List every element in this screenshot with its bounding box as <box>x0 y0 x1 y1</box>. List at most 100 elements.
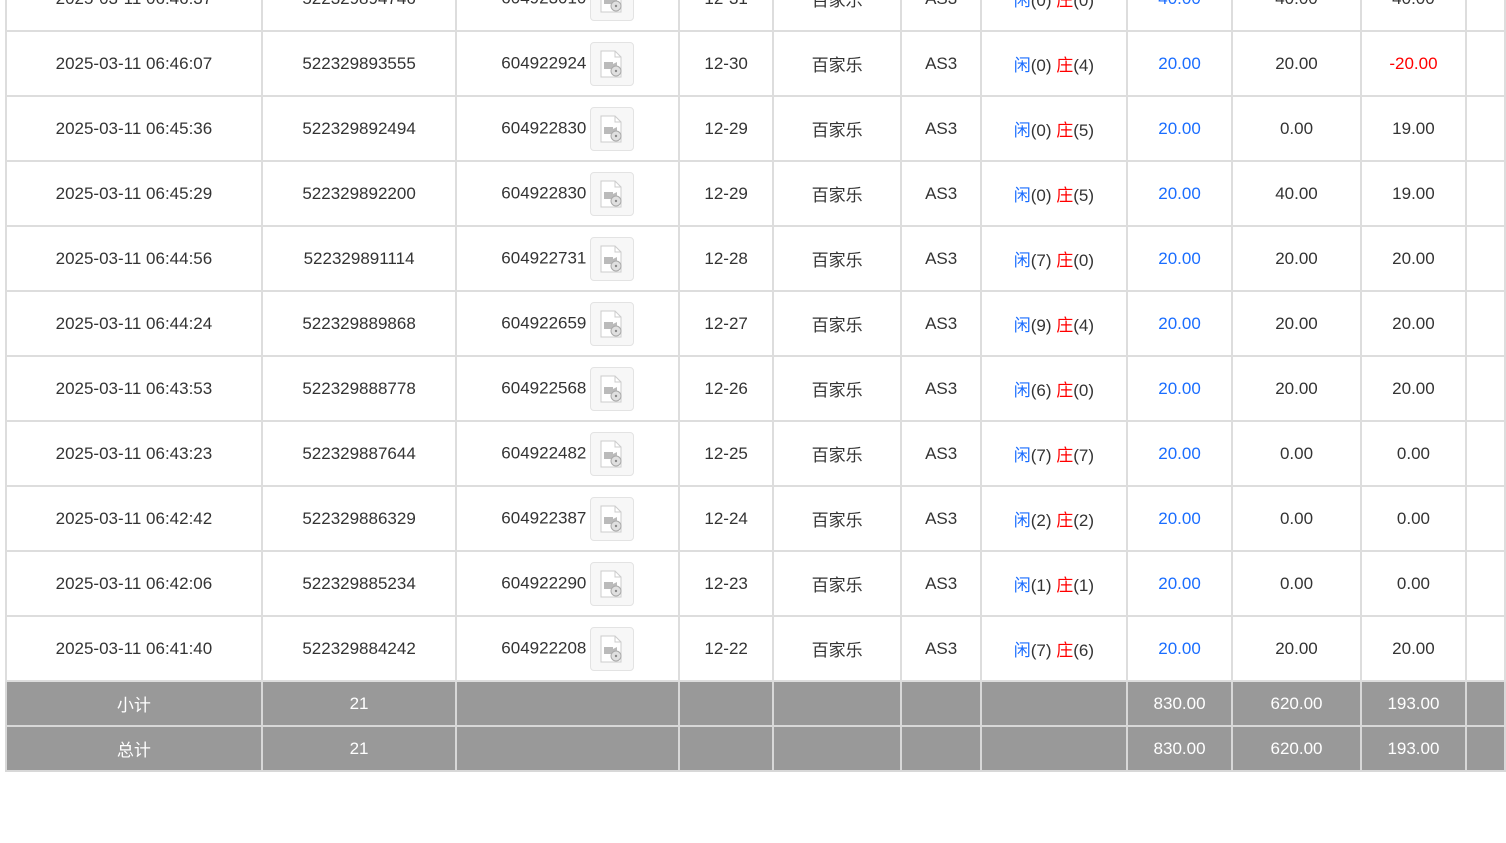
banker-points: (5) <box>1073 121 1095 140</box>
bet-time: 2025-03-11 06:43:53 <box>5 355 263 422</box>
bet-amount: 20.00 <box>1125 355 1234 422</box>
extra-cell <box>1465 355 1506 422</box>
table-row: 2025-03-11 06:46:37522329894746 604923010… <box>5 0 1506 32</box>
win-loss: 0.00 <box>1359 550 1468 617</box>
video-replay-icon[interactable] <box>590 561 635 606</box>
valid-bet: 20.00 <box>1231 225 1362 292</box>
player-points: (9) <box>1030 316 1052 335</box>
summary-label: 小计 <box>5 680 263 727</box>
valid-bet: 0.00 <box>1231 95 1362 162</box>
banker-points: (4) <box>1073 316 1095 335</box>
round-number: 604922924 <box>501 52 587 72</box>
table-shoe: 12-31 <box>678 0 774 32</box>
round-cell: 604922482 <box>455 420 681 487</box>
result-cell: 闲(6) 庄(0) <box>979 355 1128 422</box>
round-cell: 604922659 <box>455 290 681 357</box>
banker-label: 庄 <box>1056 316 1074 335</box>
result-cell: 闲(7) 庄(6) <box>979 615 1128 682</box>
video-replay-icon[interactable] <box>590 0 635 21</box>
round-number: 604922830 <box>501 117 587 137</box>
summary-bet: 830.00 <box>1125 680 1234 727</box>
player-points: (7) <box>1030 446 1052 465</box>
order-number: 522329888778 <box>260 355 458 422</box>
round-number: 604922208 <box>501 637 587 657</box>
extra-cell <box>1465 95 1506 162</box>
order-number: 522329892200 <box>260 160 458 227</box>
video-replay-icon[interactable] <box>590 41 635 86</box>
bet-amount: 40.00 <box>1125 0 1234 32</box>
bet-amount: 20.00 <box>1125 615 1234 682</box>
player-label: 闲 <box>1013 186 1031 205</box>
round-cell: 604922387 <box>455 485 681 552</box>
extra-cell <box>1465 160 1506 227</box>
video-replay-icon[interactable] <box>590 171 635 216</box>
table-row: 2025-03-11 06:44:24 522329889868 604922659… <box>5 290 1506 357</box>
extra-cell <box>1465 550 1506 617</box>
table-shoe: 12-29 <box>678 95 774 162</box>
video-replay-icon[interactable] <box>590 496 635 541</box>
order-number: 522329894746 <box>260 0 458 32</box>
summary-valid: 620.00 <box>1231 680 1362 727</box>
game-name: 百家乐 <box>771 355 903 422</box>
table-shoe: 12-22 <box>678 615 774 682</box>
valid-bet: 20.00 <box>1231 290 1362 357</box>
banker-label: 庄 <box>1056 576 1074 595</box>
win-loss: 40.00 <box>1359 0 1468 32</box>
video-replay-icon[interactable] <box>590 431 635 476</box>
table-shoe: 12-29 <box>678 160 774 227</box>
player-label: 闲 <box>1013 576 1031 595</box>
player-points: (7) <box>1030 251 1052 270</box>
bet-amount: 20.00 <box>1125 550 1234 617</box>
table-row: 2025-03-11 06:45:36 522329892494 604922830… <box>5 95 1506 162</box>
result-cell: 闲(2) 庄(2) <box>979 485 1128 552</box>
video-replay-icon[interactable] <box>590 366 635 411</box>
table-row: 2025-03-11 06:45:29 522329892200 604922830… <box>5 160 1506 227</box>
empty-cell <box>900 725 982 772</box>
video-replay-icon[interactable] <box>590 301 635 346</box>
bet-time: 2025-03-11 06:42:06 <box>5 550 263 617</box>
table-shoe: 12-27 <box>678 290 774 357</box>
banker-points: (6) <box>1073 641 1095 660</box>
banker-label: 庄 <box>1056 511 1074 530</box>
valid-bet: 40.00 <box>1231 160 1362 227</box>
bet-amount: 20.00 <box>1125 95 1234 162</box>
room-code: AS3 <box>900 615 982 682</box>
extra-cell <box>1465 290 1506 357</box>
result-cell: 闲(1) 庄(1) <box>979 550 1128 617</box>
player-label: 闲 <box>1013 641 1031 660</box>
round-number: 604923010 <box>501 0 586 7</box>
round-cell: 604922830 <box>455 160 681 227</box>
summary-count: 21 <box>260 725 458 772</box>
video-replay-icon[interactable] <box>590 106 635 151</box>
banker-points: (7) <box>1073 446 1095 465</box>
banker-points: (4) <box>1073 56 1095 75</box>
table-shoe: 12-24 <box>678 485 774 552</box>
video-replay-icon[interactable] <box>590 626 635 671</box>
banker-points: (0) <box>1073 251 1095 270</box>
player-label: 闲 <box>1013 511 1031 530</box>
valid-bet: 0.00 <box>1231 420 1362 487</box>
banker-label: 庄 <box>1056 381 1074 400</box>
empty-cell <box>455 680 681 727</box>
bet-time: 2025-03-11 06:45:29 <box>5 160 263 227</box>
table-row: 2025-03-11 06:46:07 522329893555 604922924… <box>5 30 1506 97</box>
win-loss: 0.00 <box>1359 420 1468 487</box>
banker-label: 庄 <box>1056 641 1074 660</box>
order-number: 522329885234 <box>260 550 458 617</box>
empty-cell <box>771 680 903 727</box>
round-number: 604922387 <box>501 507 587 527</box>
player-points: (0) <box>1030 121 1052 140</box>
extra-cell <box>1465 0 1506 32</box>
summary-valid: 620.00 <box>1231 725 1362 772</box>
video-replay-icon[interactable] <box>590 236 635 281</box>
bet-amount: 20.00 <box>1125 30 1234 97</box>
valid-bet: 20.00 <box>1231 355 1362 422</box>
room-code: AS3 <box>900 550 982 617</box>
player-label: 闲 <box>1013 381 1031 400</box>
banker-label: 庄 <box>1056 56 1074 75</box>
banker-label: 庄 <box>1056 121 1074 140</box>
bet-amount: 20.00 <box>1125 420 1234 487</box>
round-number: 604922290 <box>501 572 587 592</box>
subtotal-row: 小计 21 830.00 620.00 193.00 <box>5 680 1506 727</box>
summary-count: 21 <box>260 680 458 727</box>
